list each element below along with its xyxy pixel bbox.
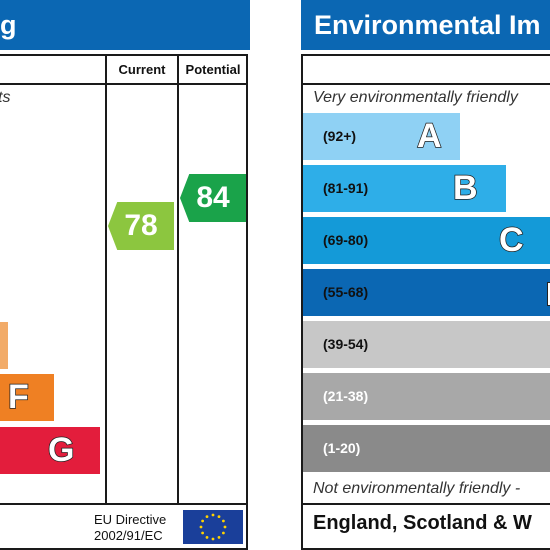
current-rating-arrow: 78	[108, 202, 174, 250]
eu-directive-text: EU Directive 2002/91/EC	[94, 512, 178, 544]
environmental-footer-divider	[301, 503, 550, 505]
env-band-c: (69-80) C	[303, 217, 550, 264]
energy-potential-divider	[177, 54, 179, 505]
env-band-d: (55-68)	[303, 269, 550, 316]
energy-current-divider	[105, 54, 107, 505]
band-range-e: (39-54)	[323, 336, 369, 352]
band-letter-g: G	[47, 430, 75, 470]
eu-directive-line2: 2002/91/EC	[94, 528, 163, 543]
environmental-note-top: Very environmentally friendly	[313, 89, 518, 106]
environmental-rating-panel: Environmental Im Very environmentally fr…	[301, 0, 550, 550]
band-letter-c: C	[498, 220, 524, 260]
eu-flag-icon	[183, 510, 243, 544]
env-band-g: (1-20)	[303, 425, 550, 472]
band-letter-f: F	[7, 377, 29, 417]
energy-panel-title: g	[0, 0, 250, 50]
band-range-d: (55-68)	[323, 284, 369, 300]
band-range-g: (1-20)	[323, 440, 361, 456]
current-column-header: Current	[118, 62, 166, 77]
energy-band-e	[0, 322, 8, 369]
band-range-f: (21-38)	[323, 388, 369, 404]
potential-rating-arrow: 84	[180, 174, 246, 222]
band-range-a: (92+)	[323, 128, 357, 144]
energy-band-f: F	[0, 374, 54, 421]
energy-note-top: ts	[0, 89, 11, 106]
env-band-f: (21-38)	[303, 373, 550, 420]
potential-column-header: Potential	[185, 62, 241, 77]
env-band-e: (39-54)	[303, 321, 550, 368]
env-band-b: (81-91) B	[303, 165, 506, 212]
energy-header-divider	[0, 83, 248, 85]
energy-footer-divider	[0, 503, 248, 505]
band-letter-a: A	[416, 116, 442, 156]
environmental-header-divider	[301, 83, 550, 85]
energy-table-frame	[0, 54, 248, 550]
band-letter-b: B	[452, 168, 478, 208]
environmental-footer-region: England, Scotland & W	[313, 512, 532, 534]
band-range-b: (81-91)	[323, 180, 369, 196]
eu-directive-line1: EU Directive	[94, 512, 167, 527]
environmental-panel-title: Environmental Im	[301, 0, 550, 50]
band-range-c: (69-80)	[323, 232, 369, 248]
band-letter-d-partial	[547, 282, 550, 306]
energy-band-g: G	[0, 427, 100, 474]
environmental-note-bottom: Not environmentally friendly -	[313, 480, 521, 497]
env-band-a: (92+) A	[303, 113, 460, 160]
energy-rating-panel: g Current Potential ts F G 78 84 EU Dire…	[0, 0, 250, 550]
